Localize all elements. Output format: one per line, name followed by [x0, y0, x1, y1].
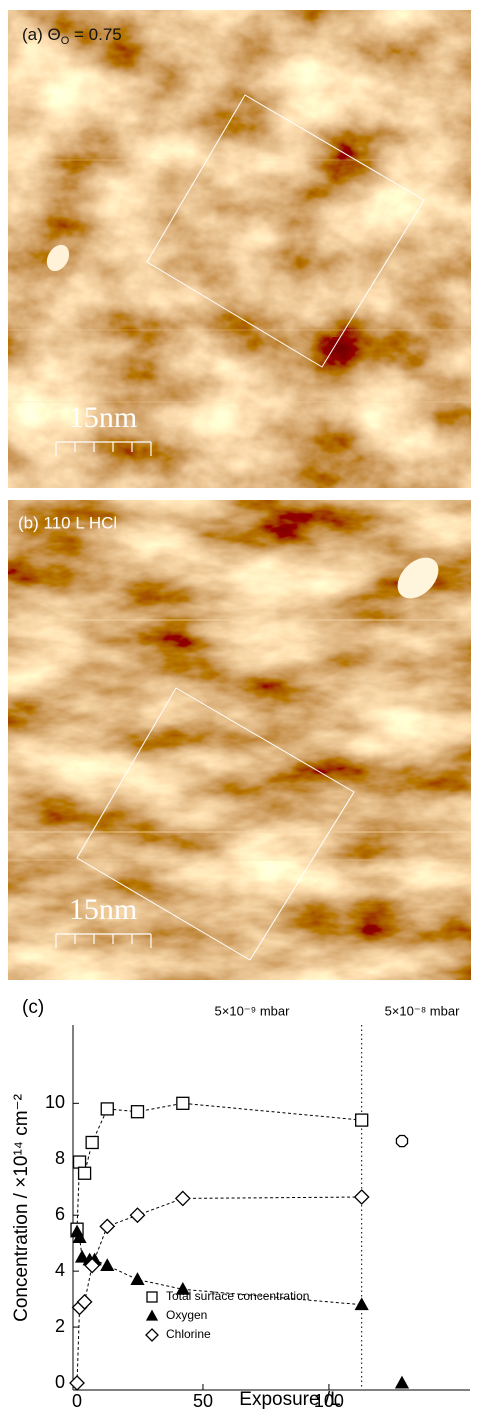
y-tick-label: 8 [55, 1148, 65, 1168]
x-tick-label: 100 [314, 1391, 344, 1410]
marker [356, 1114, 368, 1126]
x-tick-label: 0 [72, 1391, 82, 1410]
marker [131, 1106, 143, 1118]
marker [70, 1376, 84, 1390]
marker [355, 1190, 369, 1204]
y-tick-label: 2 [55, 1316, 65, 1336]
marker [79, 1167, 91, 1179]
marker [130, 1208, 144, 1222]
annotation: 5×10⁻⁸ mbar [385, 1003, 461, 1018]
panel-label: (b) 110 L HCl [18, 513, 117, 532]
marker [356, 1299, 368, 1310]
annotation: 5×10⁻⁹ mbar [215, 1003, 291, 1018]
y-tick-label: 6 [55, 1204, 65, 1224]
stm-image-a: (a) ΘO = 0.75 15nm [8, 10, 471, 488]
y-tick-label: 4 [55, 1260, 65, 1280]
marker [147, 1292, 157, 1302]
marker [147, 1311, 157, 1320]
marker [176, 1191, 190, 1205]
y-axis-label: Concentration / ×10¹⁴ cm⁻² [11, 1094, 32, 1322]
marker [131, 1274, 143, 1285]
marker [396, 1377, 408, 1388]
marker [101, 1103, 113, 1115]
legend-label: Chlorine [166, 1327, 211, 1341]
trend-line [77, 1103, 362, 1229]
marker [396, 1136, 407, 1147]
legend-label: Total surface concentration [166, 1289, 309, 1303]
scale-bar-label: 15nm [69, 401, 137, 434]
marker [101, 1260, 113, 1271]
scale-bar-label: 15nm [69, 893, 137, 926]
marker [86, 1136, 98, 1148]
panel-label: (c) [22, 997, 44, 1018]
x-tick-label: 50 [193, 1391, 213, 1410]
stm-image-b: (b) 110 L HCl 15nm [8, 500, 471, 980]
marker [100, 1219, 114, 1233]
marker [146, 1329, 158, 1341]
marker [177, 1097, 189, 1109]
figure: (a) ΘO = 0.75 15nm (b) 110 L HCl 15nm (c… [0, 0, 481, 1410]
panel-label: (a) ΘO = 0.75 [22, 25, 122, 46]
marker [74, 1156, 86, 1168]
y-tick-label: 0 [55, 1372, 65, 1392]
legend-label: Oxygen [166, 1308, 207, 1322]
y-tick-label: 10 [45, 1092, 65, 1112]
